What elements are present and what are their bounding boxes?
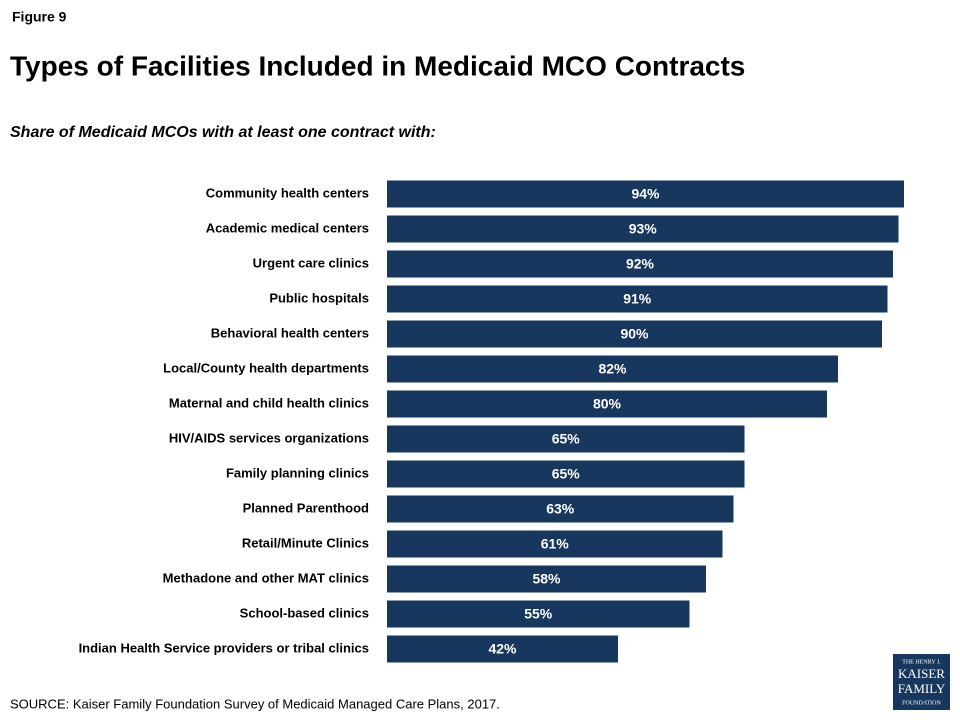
bar: [387, 530, 723, 558]
logo-line: FOUNDATION: [902, 700, 941, 706]
chart-subtitle: Share of Medicaid MCOs with at least one…: [10, 124, 436, 141]
value-label: 91%: [623, 291, 652, 307]
category-label: Urgent care clinics: [253, 255, 369, 270]
value-label: 65%: [552, 431, 581, 447]
category-label: HIV/AIDS services organizations: [169, 430, 369, 445]
category-label: Family planning clinics: [226, 465, 369, 480]
chart-title: Types of Facilities Included in Medicaid…: [10, 50, 745, 81]
value-label: 94%: [631, 186, 660, 202]
category-label: Retail/Minute Clinics: [242, 535, 369, 550]
bar: [387, 180, 904, 208]
value-label: 63%: [546, 501, 575, 517]
figure-label: Figure 9: [12, 9, 67, 25]
bar: [387, 600, 690, 628]
bar: [387, 250, 893, 278]
value-label: 58%: [532, 571, 561, 587]
category-label: Indian Health Service providers or triba…: [79, 640, 369, 655]
logo-line: KAISER: [898, 666, 945, 681]
logo: THE HENRY J. KAISER FAMILY FOUNDATION: [898, 659, 946, 706]
category-label: Academic medical centers: [206, 220, 369, 235]
value-label: 55%: [524, 606, 553, 622]
category-label: Community health centers: [206, 185, 369, 200]
bar: [387, 425, 745, 453]
value-label: 90%: [620, 326, 649, 342]
category-label: Behavioral health centers: [211, 325, 369, 340]
logo-line: FAMILY: [898, 681, 946, 696]
bar: [387, 390, 827, 418]
bar: [387, 285, 888, 313]
category-label: Methadone and other MAT clinics: [163, 570, 369, 585]
value-label: 65%: [552, 466, 581, 482]
value-label: 42%: [488, 641, 517, 657]
value-label: 93%: [629, 221, 658, 237]
bar: [387, 495, 734, 523]
bar: [387, 635, 618, 663]
source-note: SOURCE: Kaiser Family Foundation Survey …: [10, 696, 500, 711]
bar: [387, 355, 838, 383]
logo-line: THE HENRY J.: [902, 659, 941, 665]
value-label: 80%: [593, 396, 622, 412]
bar: [387, 320, 882, 348]
category-label: Maternal and child health clinics: [169, 395, 369, 410]
bar: [387, 460, 745, 488]
category-label: Local/County health departments: [163, 360, 369, 375]
logo-box: [893, 654, 950, 710]
category-label: School-based clinics: [240, 605, 369, 620]
category-label: Planned Parenthood: [243, 500, 369, 515]
value-label: 92%: [626, 256, 655, 272]
bar: [387, 215, 899, 243]
value-label: 61%: [541, 536, 570, 552]
category-label: Public hospitals: [269, 290, 369, 305]
bar: [387, 565, 706, 593]
value-label: 82%: [598, 361, 627, 377]
